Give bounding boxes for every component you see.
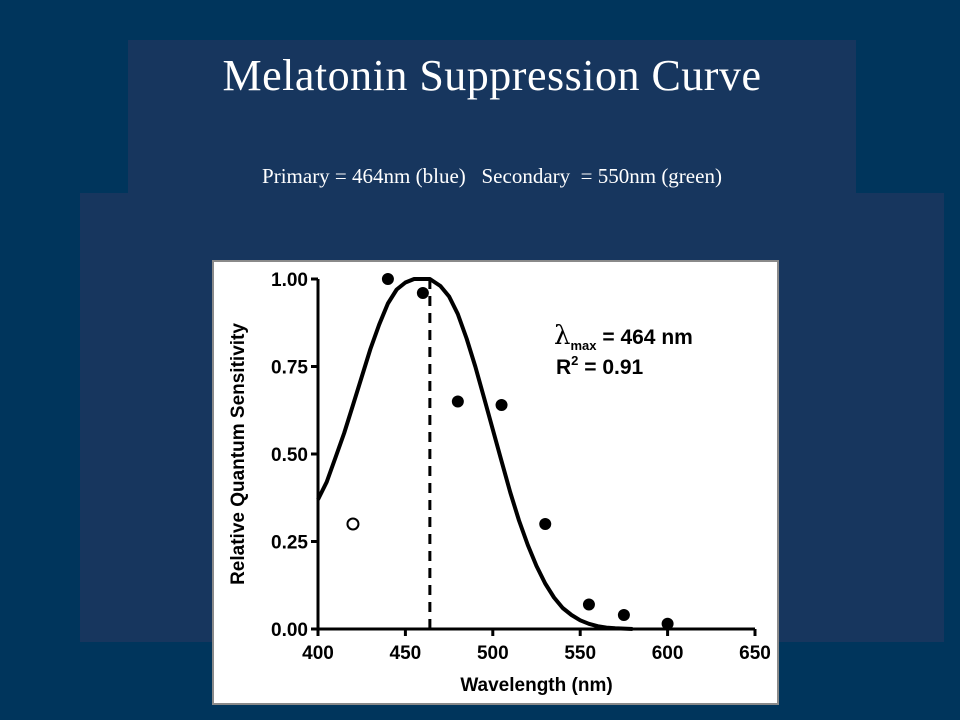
suppression-chart: 0.00 0.25 0.50 0.75 1.00 400 450 500 550 600 650 Wa…: [228, 270, 771, 696]
data-points-layer: [346, 273, 674, 630]
slide-title: Melatonin Suppression Curve: [222, 51, 762, 100]
lambda-max-annotation: λmax = 464 nm: [554, 321, 693, 353]
data-point: [451, 395, 464, 408]
x-tick-label: 650: [739, 643, 771, 664]
fit-curve: [316, 277, 633, 631]
x-tick-label: 600: [652, 643, 684, 664]
data-point: [495, 399, 508, 411]
data-point: [582, 598, 595, 611]
y-tick-label: 0.00: [271, 620, 308, 641]
chart-axes: 0.00 0.25 0.50 0.75 1.00 400 450 500 550 600 650 Wa…: [228, 270, 771, 696]
y-tick-label: 0.75: [271, 358, 308, 379]
y-tick-label: 0.25: [271, 533, 308, 554]
x-tick-label: 500: [477, 643, 509, 664]
x-tick-label: 400: [302, 643, 334, 664]
x-axis-title: Wavelength (nm): [460, 675, 612, 696]
data-point: [416, 287, 429, 299]
fit-curve-layer: [316, 277, 633, 631]
title-panel: [128, 40, 856, 200]
x-tick-label: 450: [390, 643, 422, 664]
open-data-point: [346, 517, 360, 531]
data-point: [617, 609, 630, 621]
data-point: [661, 617, 674, 630]
y-tick-label: 1.00: [271, 270, 308, 291]
y-tick-label: 0.50: [271, 445, 308, 466]
data-point: [381, 273, 394, 285]
data-point: [539, 518, 552, 530]
slide-subtitle: Primary = 464nm (blue) Secondary = 550nm…: [262, 164, 722, 188]
y-axis-title: Relative Quantum Sensitivity: [228, 323, 249, 585]
x-tick-label: 550: [564, 643, 596, 664]
chart-figure: 0.00 0.25 0.50 0.75 1.00 400 450 500 550 600 650 Wa…: [212, 260, 779, 705]
r-squared-annotation: R2 = 0.91: [556, 353, 644, 379]
